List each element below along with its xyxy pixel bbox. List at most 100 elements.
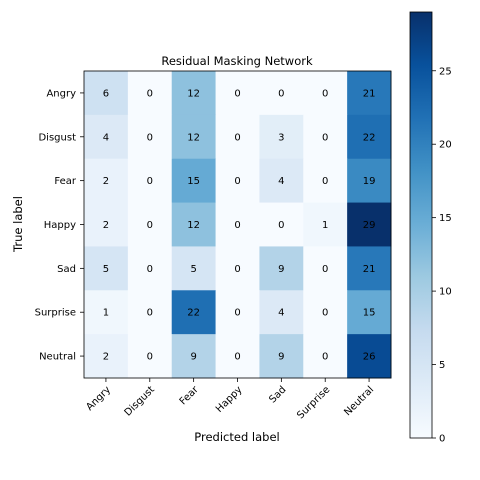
- heatmap-cell: [171, 334, 217, 379]
- heatmap-cell: [171, 158, 217, 204]
- y-axis-label: True label: [11, 196, 25, 253]
- colorbar-tick-label: 10: [439, 287, 452, 298]
- cell-value-label: 5: [190, 264, 196, 275]
- x-tick-labels: Angry Disgust Fear Happy Sad Surprise Neutral: [84, 378, 376, 421]
- heatmap-cell: [303, 290, 348, 335]
- cell-value-label: 0: [234, 220, 240, 231]
- cell-value-label: 9: [278, 352, 284, 363]
- heatmap-cell: [303, 334, 348, 379]
- cell-value-label: 21: [363, 88, 376, 99]
- heatmap-cell: [127, 114, 173, 160]
- cell-value-label: 0: [322, 352, 328, 363]
- cell-value-label: 0: [278, 220, 284, 231]
- cell-value-label: 0: [147, 88, 153, 99]
- x-tick-label: Happy: [214, 384, 245, 415]
- cell-value-label: 19: [363, 176, 376, 187]
- heatmap-cell: [215, 246, 260, 291]
- heatmap-cell: [215, 71, 260, 116]
- x-tick-label: Fear: [178, 384, 202, 408]
- cell-value-label: 0: [322, 132, 328, 143]
- cell-value-label: 21: [363, 264, 376, 275]
- heatmap-cell: [84, 158, 129, 204]
- heatmap-cell: [259, 290, 304, 335]
- heatmap-cell: [84, 71, 129, 116]
- y-tick-label: Happy: [44, 220, 76, 231]
- cell-value-label: 29: [363, 220, 376, 231]
- y-tick-label: Sad: [57, 264, 76, 275]
- heatmap-cell: [259, 334, 304, 379]
- y-tick-label: Angry: [46, 88, 76, 99]
- cell-value-label: 12: [187, 88, 200, 99]
- cell-value-label: 0: [147, 308, 153, 319]
- cell-value-label: 0: [147, 132, 153, 143]
- cell-value-label: 0: [147, 352, 153, 363]
- heatmap-cell: [84, 246, 129, 291]
- y-tick-label: Disgust: [38, 132, 76, 143]
- cell-value-label: 15: [187, 176, 200, 187]
- colorbar: [409, 11, 433, 439]
- y-tick-label: Fear: [54, 176, 76, 187]
- heatmap-cell: [259, 202, 304, 247]
- heatmap-cell: [259, 71, 304, 116]
- x-tick-label: Angry: [84, 384, 113, 413]
- cell-value-label: 0: [234, 132, 240, 143]
- cell-value-label: 0: [147, 220, 153, 231]
- cell-value-label: 4: [278, 308, 284, 319]
- cell-value-label: 26: [363, 352, 376, 363]
- heatmap-cell: [303, 158, 348, 204]
- colorbar-tick-label: 25: [439, 66, 452, 77]
- cell-value-label: 1: [322, 220, 328, 231]
- cell-value-label: 2: [103, 176, 109, 187]
- heatmap-cell: [215, 334, 260, 379]
- heatmap-cell: [303, 114, 348, 160]
- cell-value-label: 6: [103, 88, 109, 99]
- cell-value-label: 0: [234, 352, 240, 363]
- heatmap-cell: [259, 158, 304, 204]
- cell-value-label: 2: [103, 220, 109, 231]
- heatmap-cell: [303, 246, 348, 291]
- x-axis-label: Predicted label: [194, 430, 279, 444]
- cell-value-label: 0: [234, 308, 240, 319]
- cell-value-label: 0: [147, 176, 153, 187]
- cell-value-label: 15: [363, 308, 376, 319]
- cell-value-label: 2: [103, 352, 109, 363]
- cell-value-label: 0: [278, 88, 284, 99]
- heatmap-cell: [347, 290, 392, 335]
- heatmap-cell: [84, 202, 129, 247]
- colorbar-tick-label: 5: [439, 360, 445, 371]
- heatmap-cell: [171, 246, 217, 291]
- cell-value-label: 0: [147, 264, 153, 275]
- cell-value-label: 22: [187, 308, 200, 319]
- cell-value-label: 0: [322, 308, 328, 319]
- heatmap-cell: [127, 202, 173, 247]
- cell-value-label: 0: [234, 176, 240, 187]
- heatmap-cell: [347, 71, 392, 116]
- cell-value-label: 4: [103, 132, 109, 143]
- heatmap-cell: [303, 71, 348, 116]
- heatmap-cell: [171, 114, 217, 160]
- colorbar-ticks: 0 5 10 15 20 25: [432, 66, 452, 445]
- cell-value-label: 9: [278, 264, 284, 275]
- heatmap-cell: [84, 114, 129, 160]
- heatmap-cells: 6 0 12 0 0 0 214 0 12 0 3 0 222 0 15 0 4 0 192 0 12 0 0 1 295 0 5 0…: [84, 71, 392, 379]
- x-tick-label: Surprise: [295, 384, 332, 421]
- cell-value-label: 5: [103, 264, 109, 275]
- heatmap-cell: [127, 158, 173, 204]
- colorbar-tick-label: 15: [439, 213, 452, 224]
- heatmap-cell: [215, 114, 260, 160]
- heatmap-cell: [171, 202, 217, 247]
- cell-value-label: 12: [187, 220, 200, 231]
- cell-value-label: 3: [278, 132, 284, 143]
- chart-title: Residual Masking Network: [161, 54, 313, 68]
- heatmap-cell: [215, 290, 260, 335]
- x-tick-label: Disgust: [123, 384, 157, 418]
- heatmap-cell: [127, 334, 173, 379]
- cell-value-label: 0: [234, 88, 240, 99]
- heatmap-cell: [127, 246, 173, 291]
- heatmap-cell: [171, 71, 217, 116]
- heatmap-cell: [347, 158, 392, 204]
- heatmap-cell: [259, 114, 304, 160]
- cell-value-label: 0: [234, 264, 240, 275]
- heatmap-cell: [347, 246, 392, 291]
